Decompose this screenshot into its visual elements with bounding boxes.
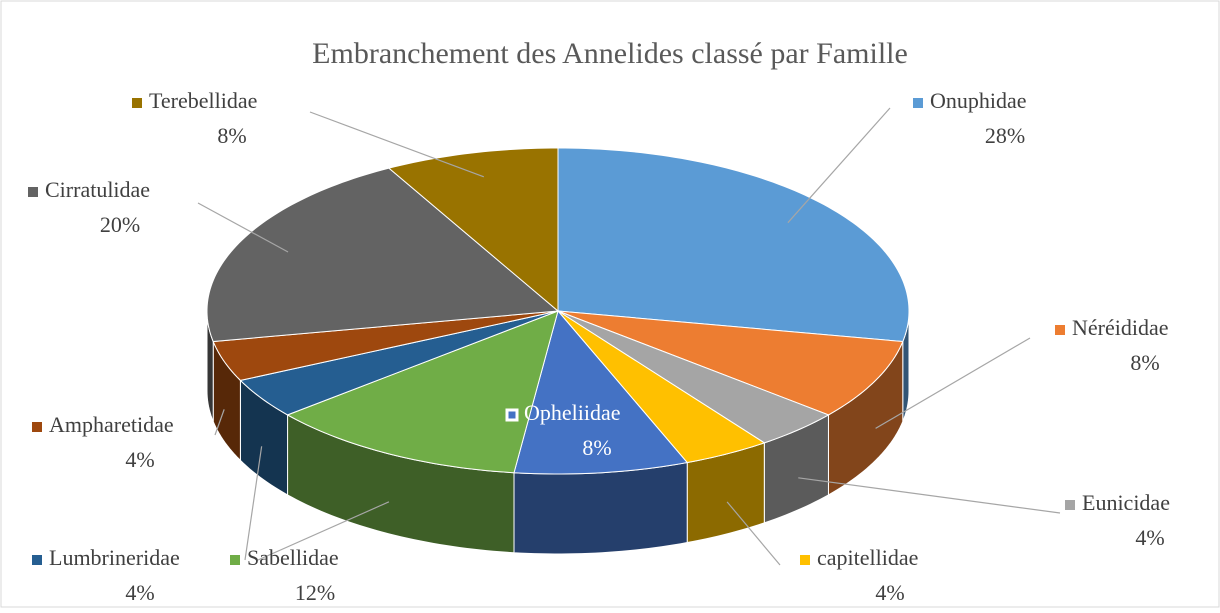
legend-key bbox=[230, 555, 240, 565]
data-label-name: Sabellidae bbox=[247, 545, 339, 570]
pie-slice bbox=[557, 310, 904, 416]
pie-slice bbox=[557, 310, 766, 464]
pie-side bbox=[513, 461, 688, 555]
data-label-name: Opheliidae bbox=[524, 400, 621, 425]
data-label-value: 4% bbox=[125, 447, 154, 472]
pie-slice bbox=[239, 310, 559, 416]
data-label-value: 20% bbox=[100, 212, 140, 237]
data-label-name: Cirratulidae bbox=[45, 177, 150, 202]
legend-key bbox=[32, 555, 42, 565]
legend-key bbox=[28, 187, 38, 197]
pie-slice bbox=[557, 147, 910, 343]
legend-key bbox=[505, 408, 519, 422]
data-label-name: Néréididae bbox=[1072, 315, 1169, 340]
data-label-value: 8% bbox=[217, 123, 246, 148]
data-label-name: capitellidae bbox=[817, 545, 918, 570]
legend-key bbox=[800, 555, 810, 565]
data-label-value: 4% bbox=[125, 580, 154, 605]
leader-line bbox=[726, 501, 781, 566]
leader-line bbox=[787, 107, 891, 224]
pie-slice bbox=[206, 167, 560, 343]
data-label-name: Lumbrineridae bbox=[49, 545, 180, 570]
legend-key bbox=[913, 98, 923, 108]
leader-line bbox=[244, 446, 263, 561]
data-label-value: 4% bbox=[1135, 525, 1164, 550]
leader-line bbox=[257, 501, 390, 561]
data-label-value: 12% bbox=[295, 580, 335, 605]
pie-slice bbox=[513, 309, 689, 475]
pie-slice bbox=[286, 310, 559, 474]
data-label-value: 8% bbox=[1130, 350, 1159, 375]
legend-key bbox=[1055, 325, 1065, 335]
legend-key bbox=[132, 98, 142, 108]
leader-line bbox=[197, 202, 289, 253]
data-label-value: 28% bbox=[985, 123, 1025, 148]
data-label-name: Onuphidae bbox=[930, 88, 1027, 113]
data-label-value: 8% bbox=[582, 435, 611, 460]
pie-slice bbox=[387, 147, 559, 313]
pie-slice bbox=[212, 310, 559, 381]
leader-line bbox=[309, 111, 485, 178]
data-label-value: 4% bbox=[875, 580, 904, 605]
leader-line bbox=[798, 477, 1061, 514]
data-label-name: Eunicidae bbox=[1082, 490, 1170, 515]
pie-slice bbox=[557, 310, 830, 444]
chart-title: Embranchement des Annelides classé par F… bbox=[312, 37, 908, 70]
legend-key bbox=[1065, 500, 1075, 510]
leader-line bbox=[214, 409, 225, 436]
data-label-name: Ampharetidae bbox=[49, 412, 174, 437]
legend-key bbox=[32, 422, 42, 432]
data-label-name: Terebellidae bbox=[149, 88, 257, 113]
leader-line bbox=[875, 337, 1031, 429]
